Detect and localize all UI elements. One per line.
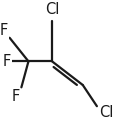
Text: Cl: Cl	[45, 2, 59, 17]
Text: F: F	[0, 23, 8, 38]
Text: F: F	[11, 89, 20, 104]
Text: F: F	[2, 54, 11, 69]
Text: Cl: Cl	[99, 105, 114, 118]
